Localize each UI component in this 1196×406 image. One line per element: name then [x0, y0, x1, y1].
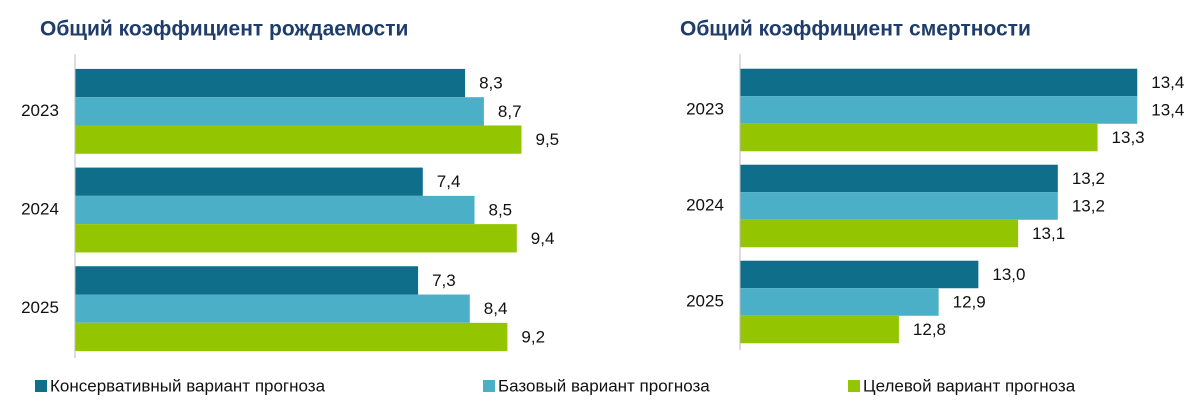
bar [75, 125, 522, 154]
bar [75, 195, 475, 225]
legend-swatch [35, 380, 47, 392]
y-tick-label: 2025 [686, 291, 724, 310]
bar [740, 96, 1138, 124]
bar [740, 68, 1138, 97]
data-label: 9,5 [536, 130, 560, 149]
chart-title: Общий коэффициент рождаемости [40, 18, 408, 41]
data-label: 12,9 [953, 292, 986, 311]
data-label: 7,3 [432, 271, 456, 290]
data-label: 8,5 [489, 200, 513, 219]
legend-label: Консервативный вариант прогноза [50, 376, 326, 395]
legend-label: Целевой вариант прогноза [863, 376, 1076, 395]
data-label: 13,2 [1072, 196, 1105, 215]
bar [740, 123, 1098, 152]
data-label: 13,0 [992, 265, 1025, 284]
bar [75, 68, 466, 98]
data-label: 13,2 [1072, 169, 1105, 188]
data-label: 7,4 [437, 172, 461, 191]
data-label: 13,1 [1032, 224, 1065, 243]
data-label: 12,8 [913, 320, 946, 339]
bar [740, 260, 979, 289]
bar [75, 266, 419, 295]
data-label: 9,4 [531, 229, 555, 248]
legend-label: Базовый вариант прогноза [498, 376, 710, 395]
legend-swatch [848, 380, 860, 392]
bar [740, 192, 1058, 220]
bar [740, 315, 899, 344]
legend-swatch [483, 380, 495, 392]
bar [75, 322, 508, 352]
bar [740, 164, 1058, 193]
bar [75, 97, 484, 126]
data-label: 13,3 [1112, 128, 1145, 147]
data-label: 13,4 [1151, 73, 1184, 92]
data-label: 8,3 [479, 74, 503, 93]
bar [75, 224, 517, 253]
bar [740, 288, 939, 316]
y-tick-label: 2024 [21, 199, 59, 218]
bar [740, 219, 1019, 248]
y-tick-label: 2024 [686, 195, 724, 214]
bar [75, 167, 423, 196]
data-label: 8,4 [484, 299, 508, 318]
data-label: 9,2 [521, 327, 545, 346]
y-tick-label: 2023 [686, 99, 724, 118]
data-label: 13,4 [1151, 100, 1184, 119]
y-tick-label: 2023 [21, 101, 59, 120]
y-tick-label: 2025 [21, 298, 59, 317]
chart-title: Общий коэффициент смертности [680, 18, 1031, 41]
bar [75, 294, 470, 323]
data-label: 8,7 [498, 102, 522, 121]
